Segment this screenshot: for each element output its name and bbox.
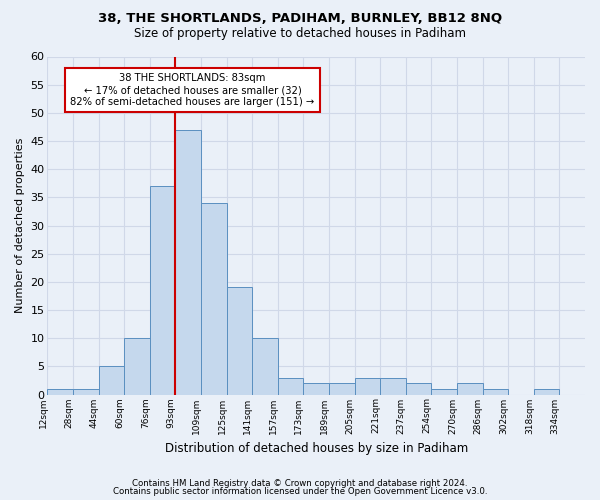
Y-axis label: Number of detached properties: Number of detached properties bbox=[15, 138, 25, 313]
Bar bbox=[482, 389, 508, 394]
Bar bbox=[380, 378, 406, 394]
Text: 38 THE SHORTLANDS: 83sqm
← 17% of detached houses are smaller (32)
82% of semi-d: 38 THE SHORTLANDS: 83sqm ← 17% of detach… bbox=[70, 74, 315, 106]
Bar bbox=[431, 389, 457, 394]
Bar bbox=[534, 389, 559, 394]
Bar bbox=[227, 288, 252, 395]
Text: Contains HM Land Registry data © Crown copyright and database right 2024.: Contains HM Land Registry data © Crown c… bbox=[132, 478, 468, 488]
Bar bbox=[98, 366, 124, 394]
Bar bbox=[304, 383, 329, 394]
X-axis label: Distribution of detached houses by size in Padiham: Distribution of detached houses by size … bbox=[164, 442, 468, 455]
Text: Size of property relative to detached houses in Padiham: Size of property relative to detached ho… bbox=[134, 28, 466, 40]
Bar bbox=[201, 203, 227, 394]
Bar bbox=[73, 389, 98, 394]
Bar bbox=[457, 383, 482, 394]
Text: 38, THE SHORTLANDS, PADIHAM, BURNLEY, BB12 8NQ: 38, THE SHORTLANDS, PADIHAM, BURNLEY, BB… bbox=[98, 12, 502, 26]
Bar bbox=[150, 186, 175, 394]
Bar bbox=[124, 338, 150, 394]
Bar bbox=[355, 378, 380, 394]
Bar bbox=[329, 383, 355, 394]
Bar bbox=[252, 338, 278, 394]
Bar bbox=[406, 383, 431, 394]
Text: Contains public sector information licensed under the Open Government Licence v3: Contains public sector information licen… bbox=[113, 487, 487, 496]
Bar bbox=[175, 130, 201, 394]
Bar bbox=[278, 378, 304, 394]
Bar bbox=[47, 389, 73, 394]
